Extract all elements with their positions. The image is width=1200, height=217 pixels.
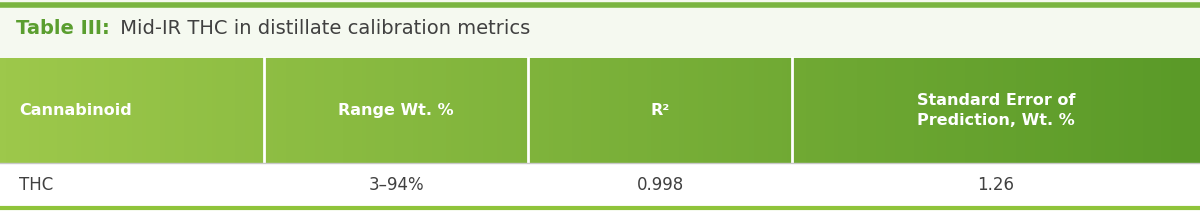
- Text: 0.998: 0.998: [636, 176, 684, 194]
- Text: Cannabinoid: Cannabinoid: [19, 103, 132, 118]
- Bar: [0, 0, 1200, 58]
- Text: Standard Error of
Prediction, Wt. %: Standard Error of Prediction, Wt. %: [917, 93, 1075, 128]
- Text: Table III:: Table III:: [16, 20, 109, 38]
- Text: Range Wt. %: Range Wt. %: [338, 103, 454, 118]
- Text: 3–94%: 3–94%: [368, 176, 424, 194]
- Text: Mid-IR THC in distillate calibration metrics: Mid-IR THC in distillate calibration met…: [114, 20, 530, 38]
- Text: 1.26: 1.26: [978, 176, 1014, 194]
- Text: THC: THC: [19, 176, 54, 194]
- Bar: [0, 163, 1200, 208]
- Text: R²: R²: [650, 103, 670, 118]
